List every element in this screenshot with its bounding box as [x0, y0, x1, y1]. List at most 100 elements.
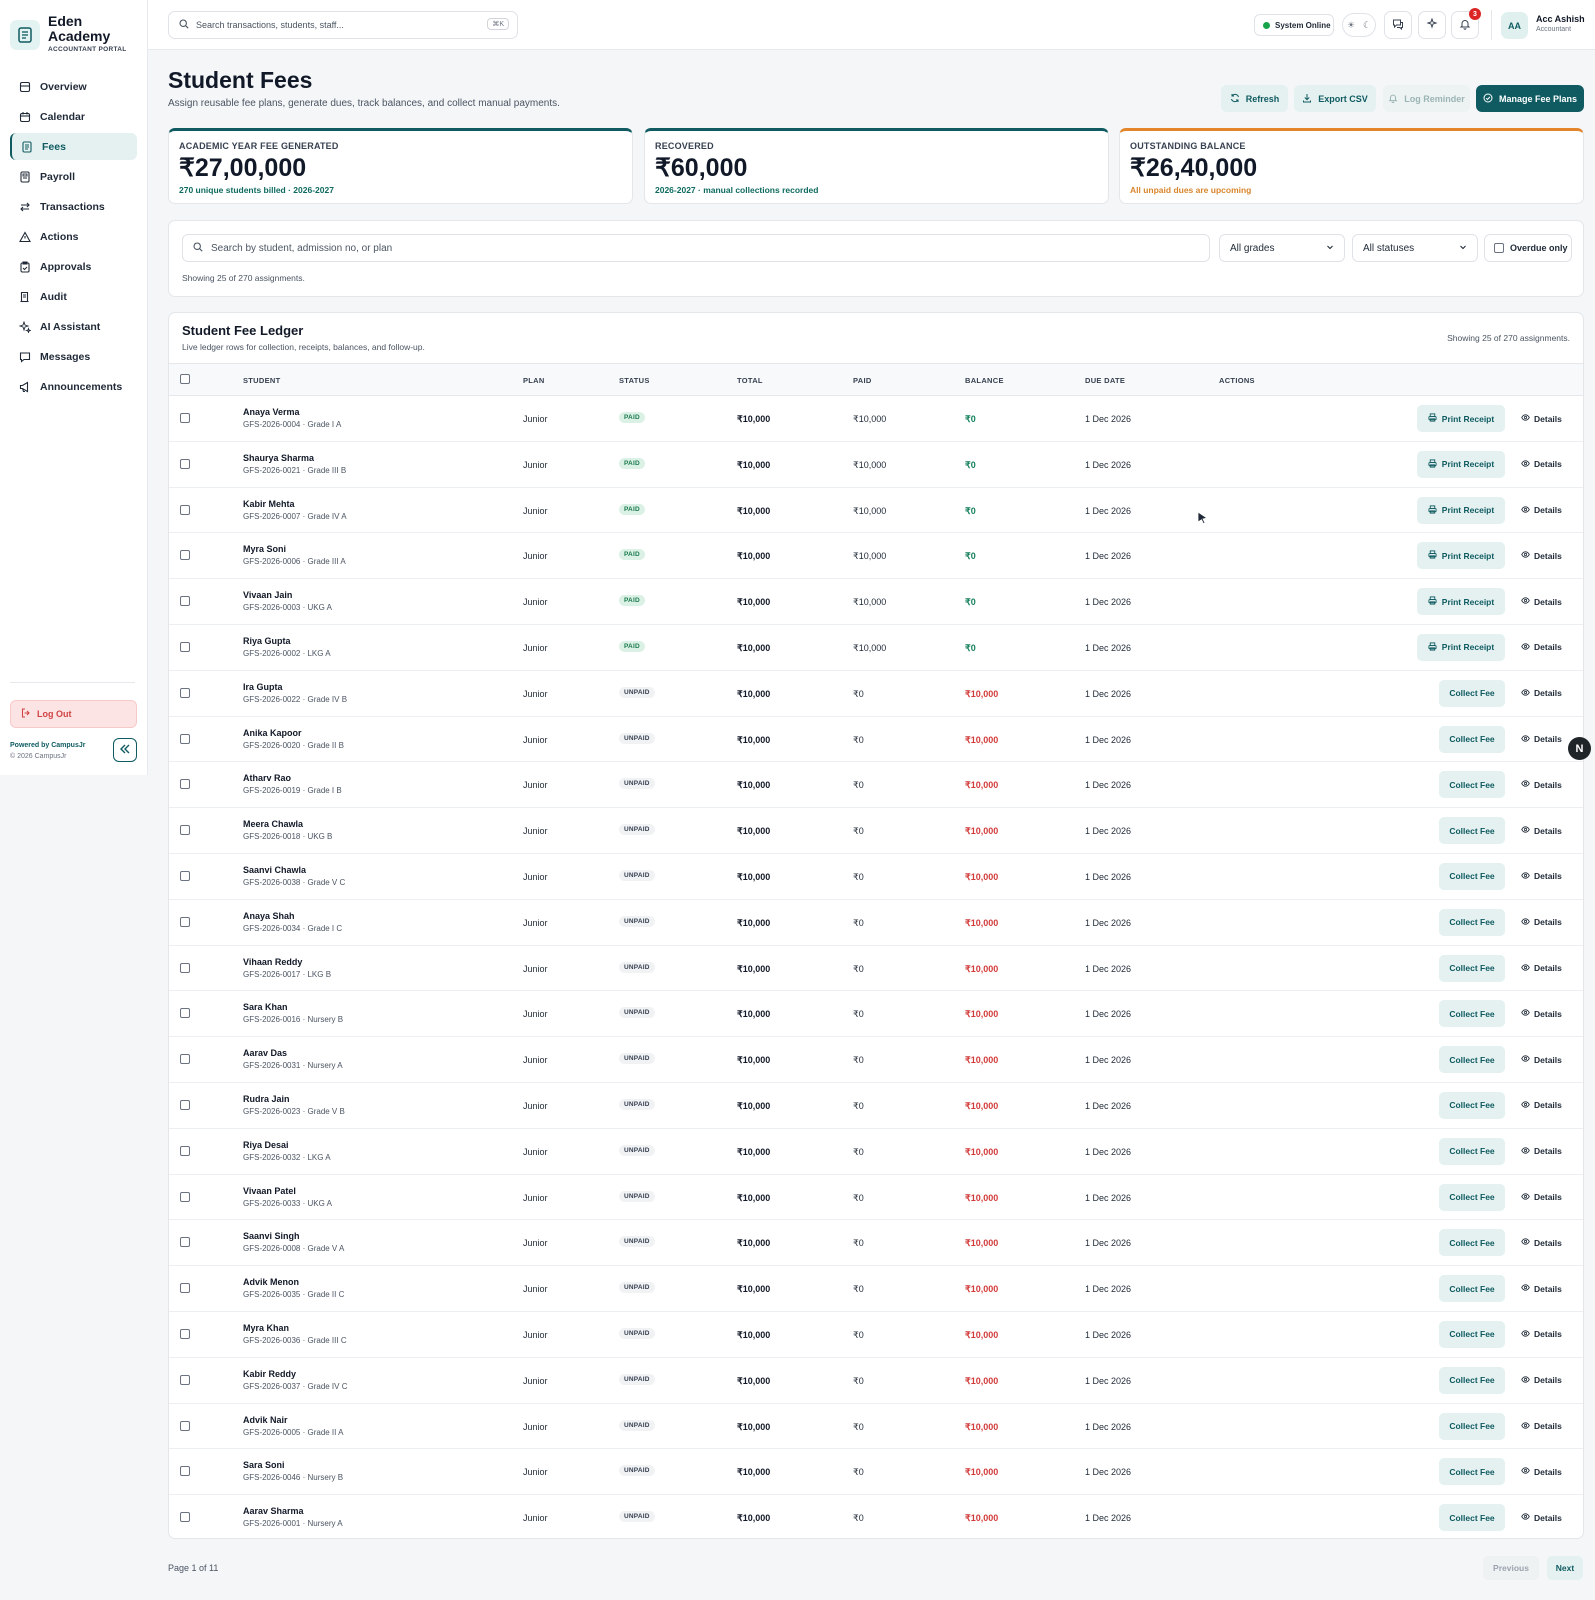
details-button[interactable]: Details	[1521, 459, 1562, 470]
row-checkbox[interactable]	[180, 962, 190, 973]
sidebar-item-approvals[interactable]: Approvals	[10, 253, 137, 280]
details-button[interactable]: Details	[1521, 1512, 1562, 1523]
collect-fee-button[interactable]: Collect Fee	[1439, 908, 1505, 936]
table-row[interactable]: Meera Chawla GFS-2026-0018 · UKG B Junior U…	[169, 808, 1583, 854]
student-name[interactable]: Saanvi Singh	[243, 1231, 300, 1242]
select-all-checkbox[interactable]	[180, 374, 190, 384]
student-name[interactable]: Kabir Mehta	[243, 498, 295, 509]
row-checkbox[interactable]	[180, 1237, 190, 1248]
column-header-plan[interactable]: PLAN	[523, 376, 545, 385]
row-checkbox[interactable]	[180, 1420, 190, 1431]
sidebar-item-fees[interactable]: Fees	[10, 133, 137, 160]
student-name[interactable]: Aarav Sharma	[243, 1506, 304, 1517]
ledger-search-input[interactable]: Search by student, admission no, or plan	[182, 234, 1210, 262]
student-name[interactable]: Kabir Reddy	[243, 1368, 297, 1379]
row-checkbox[interactable]	[180, 458, 190, 469]
log-reminder-button[interactable]: Log Reminder	[1383, 85, 1470, 112]
powered-by[interactable]: Powered by CampusJr	[10, 742, 86, 749]
details-button[interactable]: Details	[1521, 1237, 1562, 1248]
refresh-button[interactable]: Refresh	[1221, 85, 1288, 112]
collect-fee-button[interactable]: Collect Fee	[1439, 1458, 1505, 1486]
column-header-paid[interactable]: PAID	[853, 376, 872, 385]
sidebar-item-announcements[interactable]: Announcements	[10, 373, 137, 400]
details-button[interactable]: Details	[1521, 1192, 1562, 1203]
table-row[interactable]: Ira Gupta GFS-2026-0022 · Grade IV B Junio…	[169, 671, 1583, 717]
collect-fee-button[interactable]: Collect Fee	[1439, 1091, 1505, 1119]
row-checkbox[interactable]	[180, 1512, 190, 1523]
print-receipt-button[interactable]: Print Receipt	[1417, 542, 1505, 570]
row-checkbox[interactable]	[180, 413, 190, 423]
student-name[interactable]: Aarav Das	[243, 1048, 288, 1059]
collect-fee-button[interactable]: Collect Fee	[1439, 725, 1505, 753]
table-row[interactable]: Sara Soni GFS-2026-0046 · Nursery B Junior…	[169, 1449, 1583, 1496]
sidebar-item-calendar[interactable]: Calendar	[10, 103, 137, 130]
details-button[interactable]: Details	[1521, 1146, 1562, 1157]
collect-fee-button[interactable]: Collect Fee	[1439, 954, 1505, 982]
overdue-checkbox[interactable]	[1494, 243, 1504, 253]
sidebar-item-ai-assistant[interactable]: AI Assistant	[10, 313, 137, 340]
overdue-only-toggle[interactable]: Overdue only	[1484, 234, 1572, 262]
student-name[interactable]: Riya Gupta	[243, 635, 291, 646]
collect-fee-button[interactable]: Collect Fee	[1439, 1229, 1505, 1257]
details-button[interactable]: Details	[1521, 1283, 1562, 1294]
details-button[interactable]: Details	[1521, 642, 1562, 653]
collapse-sidebar-button[interactable]	[113, 738, 137, 762]
details-button[interactable]: Details	[1521, 550, 1562, 561]
sidebar-item-overview[interactable]: Overview	[10, 73, 137, 100]
table-row[interactable]: Atharv Rao GFS-2026-0019 · Grade I B Junio…	[169, 762, 1583, 809]
global-search-input[interactable]: Search transactions, students, staff... …	[168, 11, 518, 39]
status-select[interactable]: All statuses	[1352, 234, 1478, 262]
table-row[interactable]: Vivaan Patel GFS-2026-0033 · UKG A Junior U…	[169, 1175, 1583, 1221]
sidebar-item-actions[interactable]: Actions	[10, 223, 137, 250]
table-row[interactable]: Riya Gupta GFS-2026-0002 · LKG A Junior PAI…	[169, 625, 1583, 671]
export-csv-button[interactable]: Export CSV	[1294, 85, 1376, 112]
row-checkbox[interactable]	[180, 1145, 190, 1156]
student-name[interactable]: Atharv Rao	[243, 773, 292, 784]
student-name[interactable]: Myra Soni	[243, 544, 287, 555]
details-button[interactable]: Details	[1521, 505, 1562, 516]
row-checkbox[interactable]	[180, 641, 190, 652]
print-receipt-button[interactable]: Print Receipt	[1417, 496, 1505, 524]
details-button[interactable]: Details	[1521, 917, 1562, 928]
collect-fee-button[interactable]: Collect Fee	[1439, 1412, 1505, 1440]
collect-fee-button[interactable]: Collect Fee	[1439, 1137, 1505, 1165]
details-button[interactable]: Details	[1521, 779, 1562, 790]
collect-fee-button[interactable]: Collect Fee	[1439, 1000, 1505, 1028]
row-checkbox[interactable]	[180, 596, 190, 607]
notifications-button[interactable]: 3	[1451, 8, 1481, 39]
print-receipt-button[interactable]: Print Receipt	[1417, 450, 1505, 478]
collect-fee-button[interactable]: Collect Fee	[1439, 1504, 1505, 1532]
collect-fee-button[interactable]: Collect Fee	[1439, 1183, 1505, 1211]
student-name[interactable]: Vivaan Patel	[243, 1185, 296, 1196]
student-name[interactable]: Vihaan Reddy	[243, 956, 303, 967]
student-name[interactable]: Advik Nair	[243, 1414, 288, 1425]
sidebar-item-transactions[interactable]: Transactions	[10, 193, 137, 220]
print-receipt-button[interactable]: Print Receipt	[1417, 633, 1505, 661]
avatar[interactable]: AA	[1501, 12, 1528, 39]
details-button[interactable]: Details	[1521, 1008, 1562, 1019]
column-header-balance[interactable]: BALANCE	[965, 376, 1004, 385]
table-row[interactable]: Vivaan Jain GFS-2026-0003 · UKG A Junior PA…	[169, 579, 1583, 625]
student-name[interactable]: Anaya Verma	[243, 407, 300, 417]
student-name[interactable]: Myra Khan	[243, 1322, 290, 1333]
table-row[interactable]: Anaya Verma GFS-2026-0004 · Grade I A Juni…	[169, 396, 1583, 442]
table-row[interactable]: Kabir Mehta GFS-2026-0007 · Grade IV A Jun…	[169, 488, 1583, 534]
collect-fee-button[interactable]: Collect Fee	[1439, 1046, 1505, 1074]
column-header-due-date[interactable]: DUE DATE	[1085, 376, 1126, 385]
student-name[interactable]: Sara Khan	[243, 1002, 288, 1013]
student-name[interactable]: Rudra Jain	[243, 1093, 290, 1104]
logout-button[interactable]: Log Out	[10, 700, 137, 728]
sidebar-item-audit[interactable]: Audit	[10, 283, 137, 310]
collect-fee-button[interactable]: Collect Fee	[1439, 1275, 1505, 1303]
table-row[interactable]: Riya Desai GFS-2026-0032 · LKG A Junior UNP…	[169, 1129, 1583, 1175]
table-row[interactable]: Vihaan Reddy GFS-2026-0017 · LKG B Junior U…	[169, 946, 1583, 992]
next-page-button[interactable]: Next	[1547, 1556, 1583, 1580]
details-button[interactable]: Details	[1521, 1421, 1562, 1432]
student-name[interactable]: Advik Menon	[243, 1277, 300, 1288]
table-row[interactable]: Myra Soni GFS-2026-0006 · Grade III A Juni…	[169, 533, 1583, 580]
details-button[interactable]: Details	[1521, 1375, 1562, 1386]
row-checkbox[interactable]	[180, 1328, 190, 1339]
collect-fee-button[interactable]: Collect Fee	[1439, 771, 1505, 799]
brand[interactable]: Eden Academy ACCOUNTANT PORTAL	[0, 0, 147, 58]
row-checkbox[interactable]	[180, 687, 190, 698]
